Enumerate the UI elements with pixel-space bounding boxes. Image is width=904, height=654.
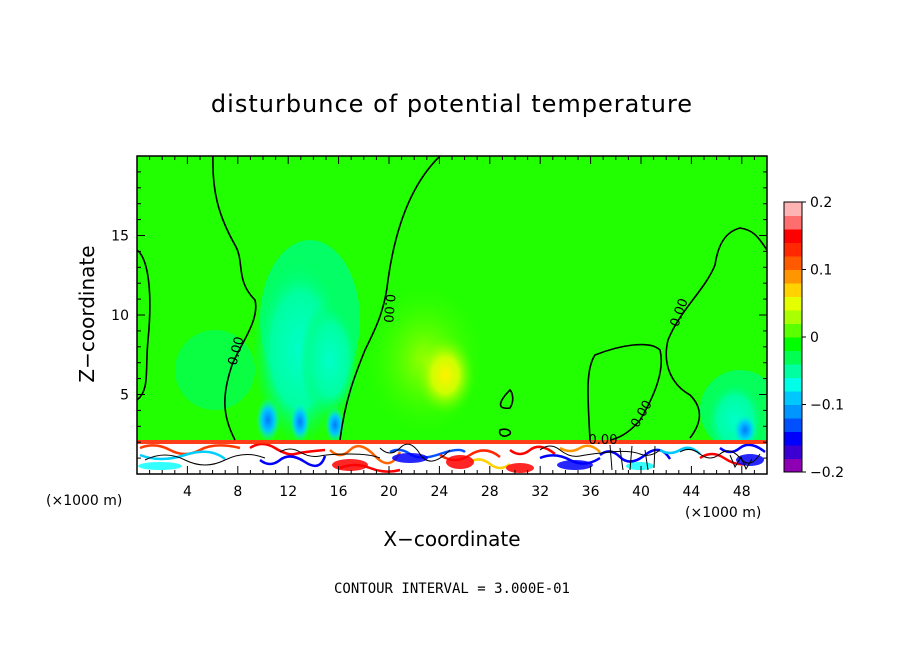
colorbar	[783, 201, 803, 473]
colorbar-segment	[784, 202, 802, 216]
contour-label: 0.00	[226, 335, 248, 367]
colorbar-segment	[784, 283, 802, 297]
x-axis: 4 8 12 16 20 24 28 32 36 40 44 48	[149, 156, 755, 500]
x-unit-left: (×1000 m)	[46, 493, 122, 509]
heatmap-field	[137, 156, 767, 474]
colorbar-segment	[784, 296, 802, 311]
colorbar-segment	[784, 431, 802, 446]
chart-title: disturbunce of potential temperature	[211, 90, 693, 118]
colorbar-segment	[784, 310, 802, 324]
x-tick-label: 44	[682, 484, 700, 500]
x-tick-label: 16	[330, 484, 348, 500]
colorbar-segment	[784, 458, 802, 473]
colorbar-tick-label: 0.2	[810, 195, 832, 211]
y-axis-label: Z−coordinate	[75, 245, 99, 382]
colorbar-segment	[784, 256, 802, 270]
x-tick-label: 4	[183, 484, 192, 500]
y-tick-label: 15	[111, 229, 129, 245]
colorbar-segment	[784, 229, 802, 243]
x-tick-label: 36	[582, 484, 600, 500]
colorbar-segment	[784, 418, 802, 432]
x-axis-label: X−coordinate	[383, 527, 520, 551]
colorbar-segment	[784, 323, 802, 338]
contour-interval: CONTOUR INTERVAL = 3.000E-01	[334, 581, 570, 597]
colorbar-segment	[784, 404, 802, 419]
colorbar-segment	[784, 445, 802, 459]
colorbar-segment	[784, 337, 802, 351]
x-tick-label: 20	[380, 484, 398, 500]
contour-lines	[137, 156, 767, 441]
y-axis: 5 10 15	[111, 171, 767, 459]
contour-label: 0.00	[589, 433, 618, 448]
colorbar-segment	[784, 391, 802, 405]
colorbar-tick-label: 0.1	[810, 263, 832, 279]
colorbar-segment	[784, 377, 802, 392]
y-tick-label: 10	[111, 308, 129, 324]
x-tick-label: 12	[279, 484, 297, 500]
colorbar-segment	[784, 215, 802, 230]
y-tick-label: 5	[120, 388, 129, 404]
x-tick-label: 8	[233, 484, 242, 500]
x-tick-label: 28	[481, 484, 499, 500]
x-tick-label: 40	[632, 484, 650, 500]
x-tick-label: 32	[531, 484, 549, 500]
contour-label: 0.00	[380, 293, 397, 323]
colorbar-segment	[784, 269, 802, 284]
colorbar-labels: 0.2 0.1 0 −0.1 −0.2	[802, 195, 844, 481]
x-tick-label: 24	[430, 484, 448, 500]
x-tick-label: 48	[733, 484, 751, 500]
colorbar-segment	[784, 242, 802, 257]
colorbar-segment	[784, 350, 802, 365]
colorbar-tick-label: 0	[810, 330, 819, 346]
colorbar-segment	[784, 364, 802, 378]
x-unit-right: (×1000 m)	[685, 505, 761, 521]
colorbar-tick-label: −0.2	[810, 465, 844, 481]
colorbar-tick-label: −0.1	[810, 398, 844, 414]
